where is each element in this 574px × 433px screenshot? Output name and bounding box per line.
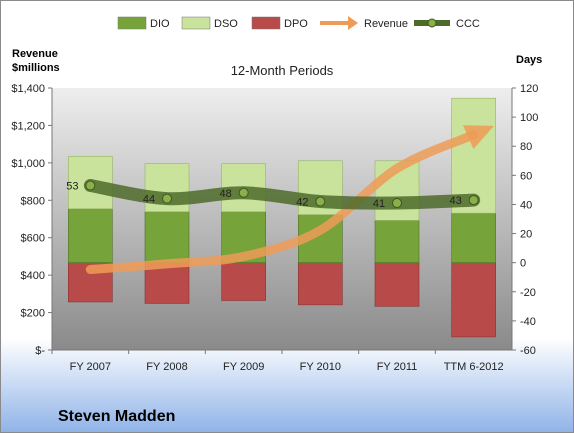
left-axis-title-line1: Revenue bbox=[12, 48, 58, 60]
category-label: FY 2011 bbox=[377, 361, 418, 373]
plot-area bbox=[52, 88, 512, 350]
right-tick-label: 40 bbox=[520, 199, 532, 211]
ccc-data-label: 42 bbox=[296, 197, 308, 209]
line-layer: 53 44 48 42 41 43 bbox=[66, 125, 494, 275]
legend-label: DPO bbox=[284, 18, 308, 30]
right-tick-label: 100 bbox=[520, 112, 538, 124]
ccc-point bbox=[315, 196, 326, 207]
revenue-line bbox=[85, 125, 494, 275]
bar-dio bbox=[374, 220, 420, 263]
left-tick-label: $- bbox=[35, 345, 45, 357]
left-tick-label: $1,400 bbox=[11, 83, 45, 95]
bar-dpo bbox=[221, 262, 266, 301]
bar-dpo bbox=[374, 262, 420, 307]
left-tick-label: $800 bbox=[21, 195, 45, 207]
legend-swatch-revenue bbox=[320, 16, 358, 30]
ccc-point bbox=[162, 193, 172, 204]
legend-swatch-dpo bbox=[251, 16, 281, 30]
axes: $- $200 $400 $600 $800 $1,000 $1,200 $1,400 -60 -… bbox=[11, 83, 538, 373]
legend-swatch-dso bbox=[181, 16, 211, 30]
left-tick-label: $400 bbox=[21, 270, 45, 282]
ccc-point bbox=[392, 197, 402, 208]
bar-dio bbox=[68, 208, 113, 263]
right-tick-label: 20 bbox=[520, 229, 532, 241]
ccc-data-label: 44 bbox=[143, 194, 155, 206]
category-label: FY 2007 bbox=[70, 361, 111, 373]
legend-label: Revenue bbox=[364, 18, 408, 30]
chart-title: 12-Month Periods bbox=[231, 63, 334, 78]
bar-dpo bbox=[451, 262, 496, 338]
ccc-data-label: 53 bbox=[66, 181, 78, 193]
legend: DIO DSO DPO Revenue CCC bbox=[117, 16, 480, 30]
category-label: FY 2008 bbox=[146, 361, 187, 373]
legend-label: CCC bbox=[456, 18, 480, 30]
bar-dio bbox=[451, 212, 496, 263]
left-tick-label: $1,200 bbox=[11, 120, 45, 132]
bar-dpo bbox=[298, 262, 343, 306]
bar-dio bbox=[144, 211, 190, 263]
right-tick-label: -40 bbox=[520, 316, 536, 328]
left-axis-title-line2: $millions bbox=[12, 62, 60, 74]
right-tick-label: 0 bbox=[520, 258, 526, 270]
right-tick-label: 120 bbox=[520, 83, 538, 95]
legend-swatch-ccc-point bbox=[427, 18, 437, 28]
ccc-point bbox=[238, 187, 249, 198]
legend-swatch-dio bbox=[117, 16, 147, 30]
right-axis-title: Days bbox=[516, 54, 542, 66]
ccc-data-label: 43 bbox=[450, 195, 462, 207]
left-tick-label: $600 bbox=[21, 233, 45, 245]
ccc-data-label: 41 bbox=[373, 198, 385, 210]
left-tick-label: $1,000 bbox=[11, 158, 45, 170]
ccc-line bbox=[83, 179, 481, 210]
ccc-point bbox=[85, 180, 96, 191]
legend-label: DSO bbox=[214, 18, 238, 30]
right-tick-label: 60 bbox=[520, 170, 532, 182]
legend-label: DIO bbox=[150, 18, 170, 30]
category-label: FY 2009 bbox=[223, 361, 264, 373]
ccc-point bbox=[468, 195, 479, 206]
right-tick-label: -20 bbox=[520, 287, 536, 299]
company-name: Steven Madden bbox=[58, 408, 175, 425]
right-tick-label: 80 bbox=[520, 141, 532, 153]
ccc-data-label: 48 bbox=[220, 188, 232, 200]
right-tick-label: -60 bbox=[520, 345, 536, 357]
category-label: FY 2010 bbox=[300, 361, 341, 373]
category-label: TTM 6-2012 bbox=[444, 361, 504, 373]
left-tick-label: $200 bbox=[21, 308, 45, 320]
